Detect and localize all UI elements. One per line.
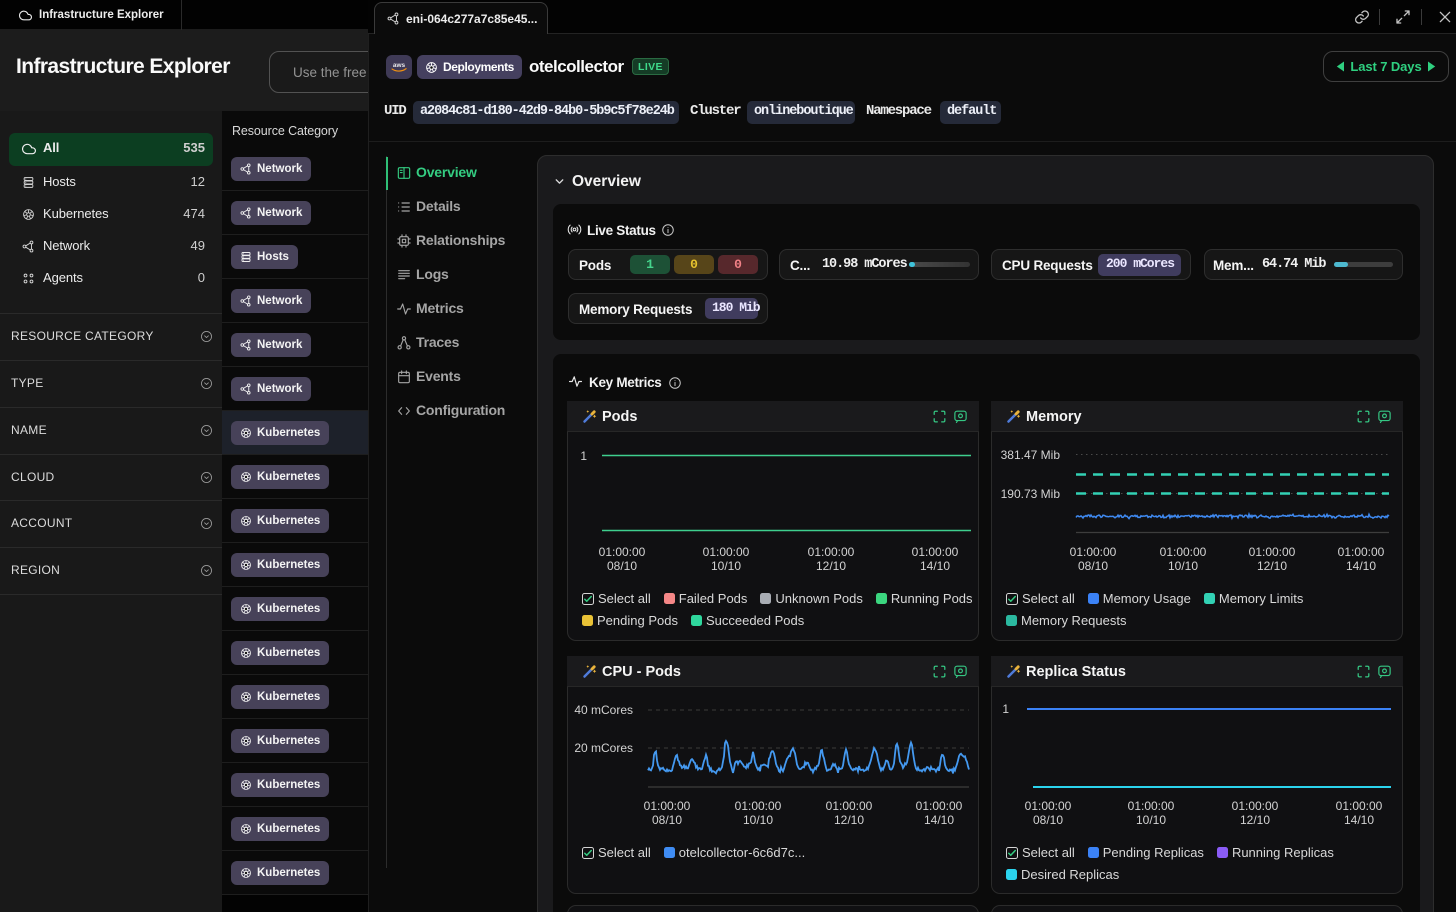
svg-text:aws: aws [393, 62, 406, 69]
